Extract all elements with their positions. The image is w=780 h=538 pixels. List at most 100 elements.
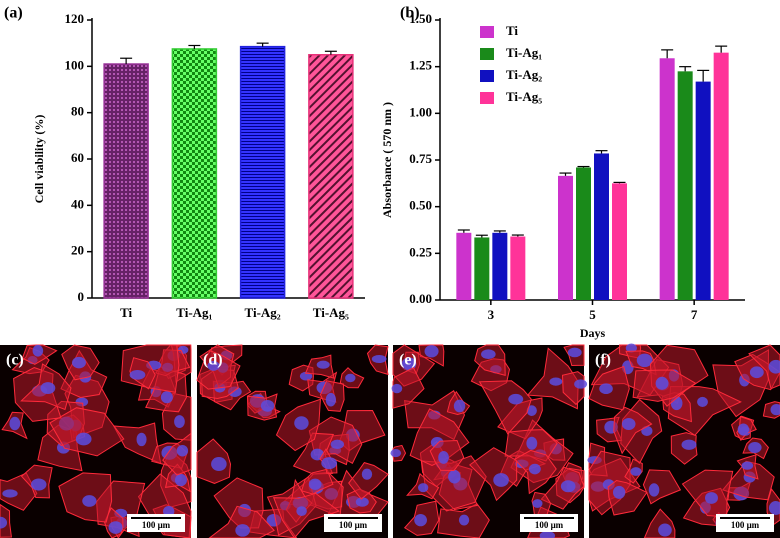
- nucleus: [549, 377, 563, 386]
- nucleus: [32, 344, 44, 357]
- nucleus: [30, 478, 47, 491]
- x-tick-label: Ti-Ag₅: [313, 305, 349, 320]
- nucleus: [361, 468, 373, 480]
- x-tick-label: Ti-Ag₂: [245, 305, 281, 320]
- y-tick-label: 1.00: [409, 104, 432, 119]
- micrograph: (d) 100 μm: [196, 344, 389, 538]
- nucleus: [704, 492, 718, 504]
- bar: [510, 236, 526, 300]
- bar: [695, 81, 711, 300]
- nucleus: [438, 450, 449, 464]
- nucleus: [648, 483, 660, 497]
- nucleus: [658, 523, 672, 537]
- nucleus: [345, 373, 356, 383]
- legend-swatch: [480, 92, 494, 104]
- y-tick-label: 80: [71, 104, 84, 119]
- cell: [49, 407, 125, 457]
- bar: [103, 63, 149, 299]
- nucleus: [2, 489, 18, 498]
- nucleus: [625, 343, 637, 353]
- nucleus: [162, 506, 175, 517]
- nucleus: [749, 366, 764, 379]
- cell: [478, 380, 532, 435]
- bar: [677, 71, 693, 300]
- scale-label: 100 μm: [339, 520, 368, 530]
- micrograph: (f) 100 μm: [587, 343, 780, 538]
- nucleus: [418, 483, 429, 493]
- nucleus: [391, 383, 403, 394]
- nucleus: [296, 506, 307, 517]
- x-tick-label: 7: [691, 307, 698, 322]
- nucleus: [71, 356, 86, 369]
- legend-label: Ti-Ag₁: [506, 45, 542, 60]
- cell: [162, 432, 192, 476]
- legend-swatch: [480, 48, 494, 60]
- y-axis-label: Absorbance ( 570 nm ): [380, 102, 394, 218]
- cell: [348, 462, 389, 500]
- legend-swatch: [480, 70, 494, 82]
- nucleus: [560, 480, 576, 493]
- cell: [613, 406, 653, 455]
- nucleus: [481, 349, 496, 360]
- cell: [208, 505, 275, 538]
- y-tick-label: 120: [65, 11, 85, 26]
- nucleus: [174, 415, 185, 429]
- bar: [474, 237, 490, 300]
- nucleus: [768, 501, 780, 515]
- nucleus: [621, 418, 636, 430]
- nucleus: [176, 444, 189, 457]
- cell: [272, 492, 340, 538]
- bar: [612, 183, 627, 300]
- nucleus: [526, 436, 538, 450]
- cell: [196, 350, 241, 390]
- legend-label: Ti-Ag₅: [506, 89, 542, 104]
- scale-label: 100 μm: [142, 520, 171, 530]
- nucleus: [294, 416, 309, 430]
- x-axis-label: Days: [580, 326, 606, 340]
- nucleus: [655, 376, 669, 390]
- y-axis-label: Cell viability (%): [32, 115, 46, 204]
- bar: [594, 153, 609, 300]
- nucleus: [82, 495, 97, 507]
- y-tick-label: 1.25: [409, 58, 432, 73]
- x-tick-label: Ti: [120, 305, 132, 320]
- nucleus: [526, 405, 537, 416]
- cell: [748, 344, 780, 390]
- nucleus: [316, 360, 330, 369]
- nucleus: [697, 396, 708, 407]
- nucleus: [453, 399, 466, 413]
- bar: [171, 48, 218, 299]
- y-tick-label: 20: [71, 243, 84, 258]
- nucleus: [528, 463, 541, 475]
- nucleus: [539, 531, 556, 538]
- micrograph: (c) 100 μm: [0, 344, 192, 538]
- nucleus: [308, 478, 322, 490]
- nucleus: [737, 423, 750, 436]
- panel-label: (d): [203, 352, 223, 369]
- nucleus: [630, 467, 642, 476]
- nucleus: [355, 497, 369, 507]
- nucleus: [40, 382, 56, 395]
- y-tick-label: 40: [71, 196, 84, 211]
- x-tick-label: 3: [488, 307, 495, 322]
- nucleus: [770, 404, 780, 416]
- nucleus: [612, 485, 626, 499]
- y-tick-label: 0.75: [409, 151, 432, 166]
- nucleus: [136, 432, 147, 447]
- nucleus: [371, 354, 387, 364]
- nucleus: [508, 393, 524, 405]
- x-tick-label: Ti-Ag₁: [176, 305, 212, 320]
- nucleus: [129, 370, 146, 380]
- legend-label: Ti: [506, 23, 518, 38]
- nucleus: [211, 457, 227, 472]
- y-tick-label: 100: [65, 57, 85, 72]
- panel-label: (f): [595, 352, 611, 369]
- bar: [576, 167, 591, 300]
- y-tick-label: 0: [78, 289, 85, 304]
- nucleus: [636, 353, 653, 368]
- panel-label: (e): [399, 352, 417, 369]
- bar: [456, 232, 472, 300]
- nucleus: [567, 347, 582, 358]
- bar: [558, 175, 573, 300]
